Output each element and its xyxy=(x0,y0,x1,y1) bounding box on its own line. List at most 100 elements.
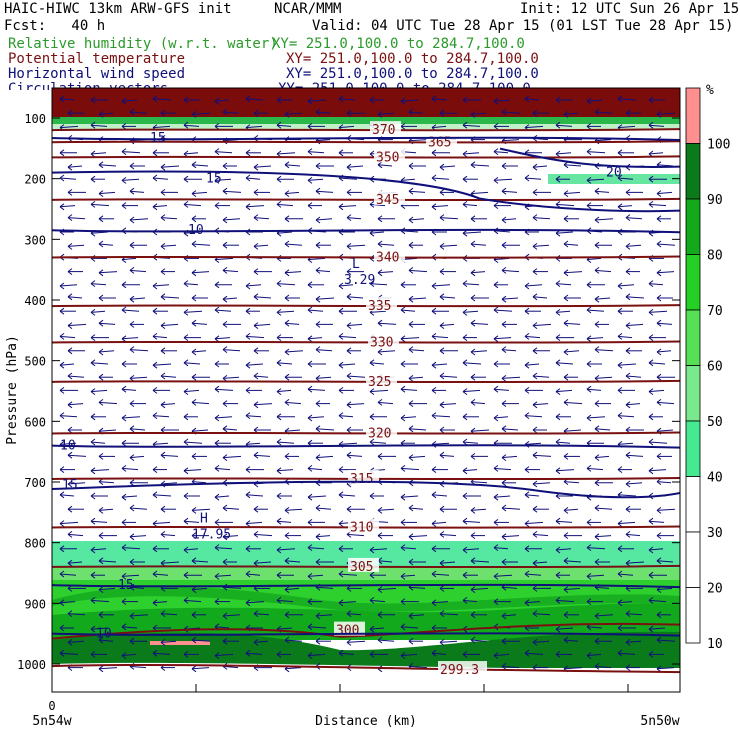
theta-contour-line xyxy=(52,622,680,640)
wind-vector xyxy=(408,558,426,566)
wind-vector xyxy=(377,269,394,277)
wind-vector xyxy=(338,203,357,211)
wind-vector xyxy=(431,466,448,474)
wind-vector xyxy=(408,108,424,116)
wind-vector xyxy=(67,480,86,488)
wind-vector xyxy=(98,532,117,539)
wind-vector xyxy=(594,187,610,195)
wind-vector xyxy=(222,400,238,408)
wind-vector xyxy=(338,599,357,607)
field-rh-xy: XY= 251.0,100.0 to 284.7,100.0 xyxy=(272,36,525,52)
theta-contour-label: 330 xyxy=(370,335,393,350)
wind-vector xyxy=(555,517,573,525)
wind-vector xyxy=(90,492,108,500)
wind-vector xyxy=(524,332,541,340)
wind-vector xyxy=(369,200,386,208)
wind-vector xyxy=(59,570,77,578)
wind-vector xyxy=(555,308,571,316)
wind-vector xyxy=(129,295,146,303)
wind-vector xyxy=(129,266,147,274)
wind-vector xyxy=(67,559,83,567)
wind-vector xyxy=(369,597,386,604)
wind-contour-line xyxy=(52,136,680,142)
wind-vector xyxy=(245,149,261,157)
wind-vector xyxy=(625,214,643,222)
wind-vector xyxy=(67,163,83,171)
wind-vector xyxy=(183,121,200,129)
wind-vector xyxy=(586,414,606,422)
wind-vector xyxy=(59,386,78,394)
wind-vector xyxy=(222,454,242,462)
wind-vector xyxy=(98,665,118,673)
wind-vector xyxy=(369,96,384,104)
wind-vector xyxy=(470,161,490,169)
theta-contour-label: 365 xyxy=(428,135,451,150)
colorbar-swatch xyxy=(685,143,701,200)
wind-vector xyxy=(594,504,613,512)
colorbar-swatch xyxy=(685,87,701,144)
wind-vector xyxy=(470,373,486,381)
theta-contour-label: 300 xyxy=(336,624,359,639)
wind-vector xyxy=(129,162,145,170)
wind-vector xyxy=(191,269,210,277)
wind-vector xyxy=(501,454,518,462)
wind-vector xyxy=(276,121,292,129)
wind-vector xyxy=(617,386,635,394)
wind-vector xyxy=(276,200,294,208)
wind-vector xyxy=(369,571,386,579)
wind-contour-line xyxy=(52,480,680,499)
wind-vector xyxy=(98,398,118,406)
wind-vector xyxy=(470,215,487,223)
wind-vector xyxy=(625,664,640,671)
field-theta-xy: XY= 251.0,100.0 to 284.7,100.0 xyxy=(286,51,539,67)
wind-vector xyxy=(400,97,419,105)
wind-vector xyxy=(338,149,353,157)
wind-vector xyxy=(439,610,459,617)
wind-vector xyxy=(656,190,673,198)
wind-vector xyxy=(152,332,168,340)
field-rh-name: Relative humidity (w.r.t. water) xyxy=(8,36,278,52)
wind-vector xyxy=(563,373,578,381)
wind-vector xyxy=(307,652,326,659)
wind-vector xyxy=(377,636,395,644)
wind-vector xyxy=(59,203,76,211)
wind-vector xyxy=(253,347,269,355)
wind-vector xyxy=(245,307,260,315)
wind-vector xyxy=(90,625,109,633)
wind-vector xyxy=(276,359,293,367)
colorbar-label: 60 xyxy=(707,360,723,375)
wind-vector xyxy=(338,282,354,290)
wind-vector xyxy=(617,307,633,315)
wind-vector xyxy=(501,320,517,328)
wind-vector xyxy=(648,571,667,579)
wind-vector xyxy=(222,108,240,116)
wind-vector xyxy=(563,240,579,248)
wind-vector xyxy=(90,388,108,396)
wind-vector xyxy=(594,320,609,328)
wind-vector xyxy=(284,240,303,248)
wind-vector xyxy=(222,187,242,195)
colorbar-swatch xyxy=(685,587,701,644)
wind-vector xyxy=(431,491,448,499)
wind-vector xyxy=(222,241,239,249)
wind-speed-contours: 15 15 20 10 10 15 15 10 L3.29 H17.95 xyxy=(52,131,680,642)
y-tick-label: 700 xyxy=(24,476,46,490)
wind-vector xyxy=(369,492,384,500)
wind-vector xyxy=(253,109,268,117)
valid-time: Valid: 04 UTC Tue 28 Apr 15 (01 LST Tue … xyxy=(312,18,734,34)
wind-vector xyxy=(346,639,366,646)
wind-vector xyxy=(183,492,200,500)
wind-vector xyxy=(276,96,292,104)
theta-contour-line xyxy=(52,197,680,202)
extremum-symbol: H xyxy=(200,512,208,527)
wind-vector xyxy=(98,215,114,223)
wind-vector xyxy=(90,200,110,208)
wind-vector xyxy=(253,505,268,513)
wind-vector xyxy=(307,544,325,551)
wind-vector xyxy=(501,663,520,670)
wind-vector xyxy=(315,295,335,303)
wind-vector xyxy=(431,307,449,315)
wind-vector xyxy=(431,649,447,657)
wind-vector xyxy=(470,586,489,593)
